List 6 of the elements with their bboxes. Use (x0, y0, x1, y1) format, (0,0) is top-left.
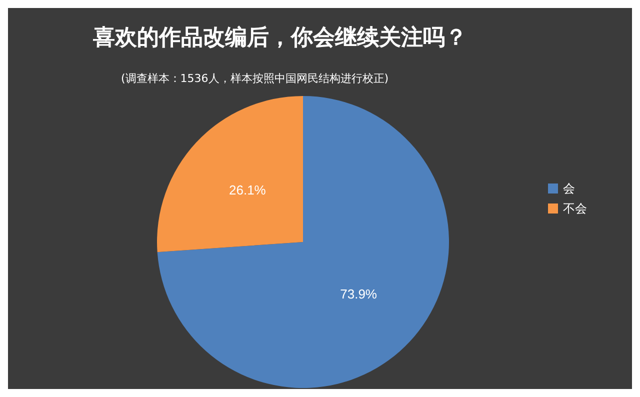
chart-subtitle: (调查样本：1536人，样本按照中国网民结构进行校正) (121, 72, 389, 85)
legend-label: 不会 (563, 202, 587, 216)
legend-label: 会 (563, 182, 575, 196)
data-label: 26.1% (229, 182, 266, 198)
data-label: 73.9% (340, 286, 378, 302)
chart-title: 喜欢的作品改编后，你会继续关注吗？ (92, 24, 467, 50)
